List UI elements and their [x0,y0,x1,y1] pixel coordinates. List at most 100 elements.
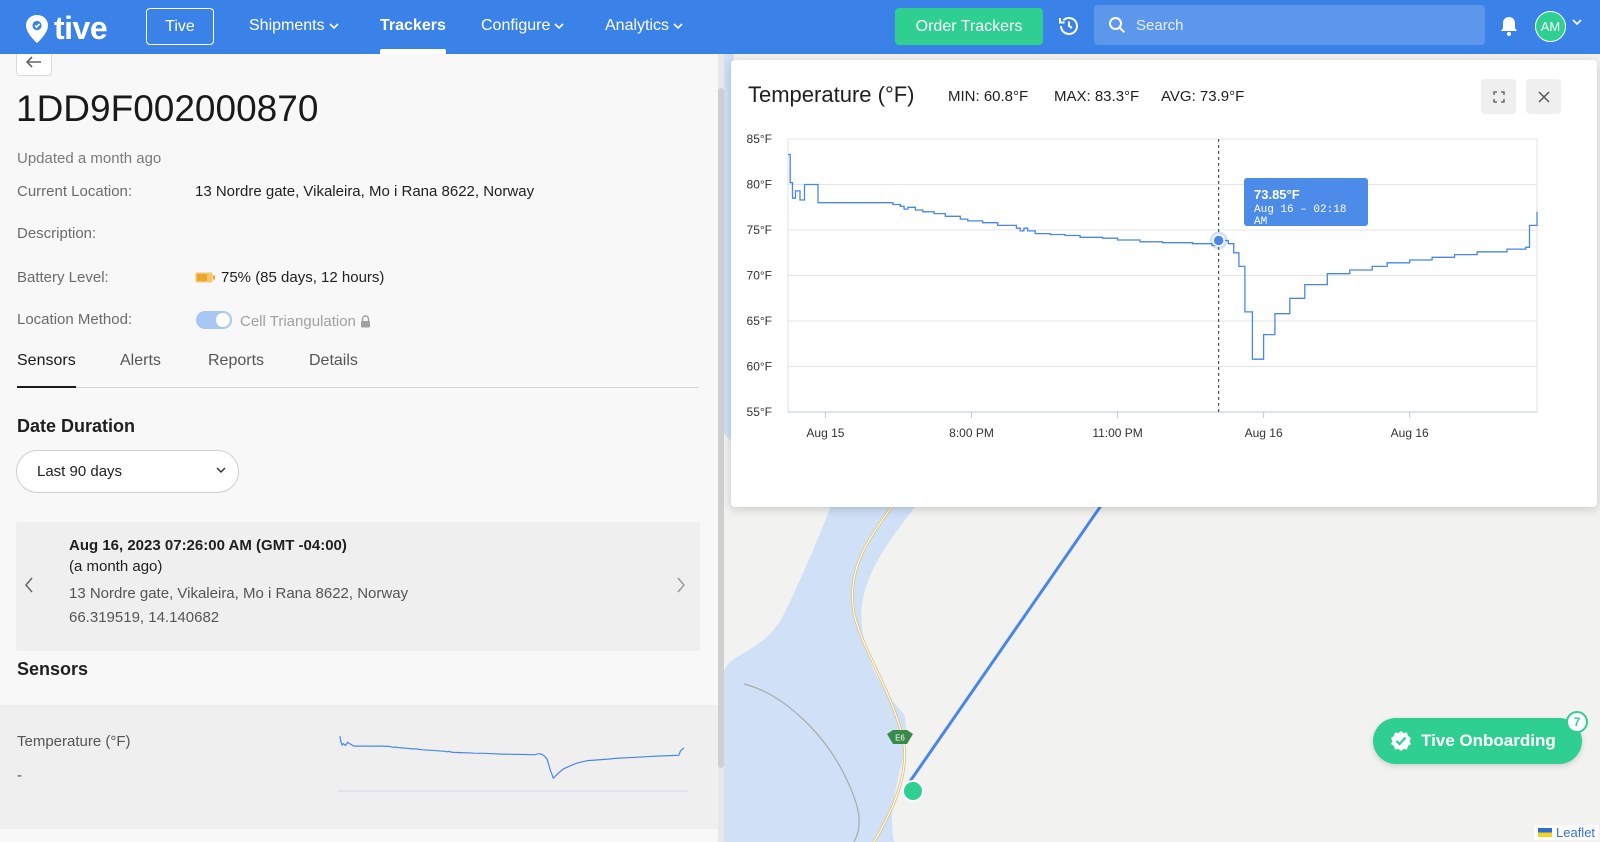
location-history-card: Aug 16, 2023 07:26:00 AM (GMT -04:00) (a… [16,522,700,651]
tracker-detail-panel: 1DD9F002000870 Updated a month ago Curre… [0,54,718,842]
sensor-name: Temperature (°F) [17,733,131,750]
search-bar[interactable] [1094,5,1485,45]
tive-logo[interactable]: tive [24,10,108,47]
chevron-right-icon [677,577,685,593]
y-tick-label: 75°F [747,223,772,237]
temperature-chart-panel: Temperature (°F) MIN: 60.8°F MAX: 83.3°F… [731,60,1597,507]
nav-configure[interactable]: Configure [481,17,564,35]
tab-sensors[interactable]: Sensors [17,352,76,388]
expand-icon [1492,90,1505,103]
date-duration-select[interactable]: Last 90 days [16,450,239,493]
tab-alerts[interactable]: Alerts [120,352,161,369]
y-tick-label: 55°F [747,405,772,419]
search-icon [1109,17,1126,34]
svg-text:E6: E6 [895,734,905,743]
x-tick-label: 11:00 PM [1092,426,1142,440]
x-tick-label: Aug 16 [1391,426,1429,440]
nav-trackers-label: Trackers [380,17,446,34]
border-line [743,683,860,842]
tooltip-time: Aug 16 – 02:18 AM [1254,204,1347,228]
onboarding-label: Tive Onboarding [1421,731,1556,750]
location-method-toggle[interactable] [196,311,232,329]
org-selector-button[interactable]: Tive [146,8,214,45]
close-button[interactable] [1526,79,1561,114]
x-axis-ticks: Aug 15 8:00 PM 11:00 PM Aug 16 Aug 16 [806,412,1429,440]
location-coordinates: 66.319519, 14.140682 [69,609,220,626]
y-axis-ticks: 55°F 60°F 65°F 70°F 75°F 80°F 85°F [747,132,772,419]
chart-title: Temperature (°F) [748,82,915,107]
nav-analytics[interactable]: Analytics [605,17,683,35]
temperature-chart[interactable]: 55°F 60°F 65°F 70°F 75°F 80°F 85°F Aug 15 8:00 … [731,60,1597,507]
nav-shipments[interactable]: Shipments [249,17,339,35]
leaflet-link: Leaflet [1556,825,1596,840]
chevron-left-icon [25,577,33,593]
stat-min: MIN: 60.8°F [948,88,1029,105]
arrow-left-icon [26,56,41,68]
check-badge-icon [1391,731,1411,751]
tab-details[interactable]: Details [309,352,358,369]
y-tick-label: 80°F [747,178,772,192]
history-icon[interactable] [1056,13,1082,44]
road-shield-e6: E6 [887,730,913,744]
nav-analytics-label: Analytics [605,17,670,34]
order-trackers-button[interactable]: Order Trackers [895,8,1043,45]
nav-shipments-label: Shipments [249,17,325,34]
location-method-text: Cell Triangulation [240,313,356,330]
chevron-down-icon [554,22,564,29]
location-pin-icon [26,14,48,43]
x-tick-label: 8:00 PM [949,426,994,440]
date-duration-title: Date Duration [17,416,136,436]
battery-value: 75% (85 days, 12 hours) [195,269,384,286]
stat-avg: AVG: 73.9°F [1161,88,1245,105]
onboarding-button[interactable]: Tive Onboarding [1373,718,1582,764]
y-tick-label: 60°F [747,360,772,374]
y-tick-label: 70°F [747,269,772,283]
bell-icon[interactable] [1499,15,1519,42]
logo-text: tive [54,10,108,46]
location-method-label: Location Method: [17,311,133,328]
battery-label: Battery Level: [17,269,109,286]
location-timestamp: Aug 16, 2023 07:26:00 AM (GMT -04:00) [69,537,347,554]
ukraine-flag-icon [1538,828,1552,837]
sensor-value: - [17,767,22,784]
location-address: 13 Nordre gate, Vikaleira, Mo i Rana 862… [69,585,409,602]
sparkline-path [339,736,685,780]
close-icon [1537,90,1550,103]
y-tick-label: 65°F [747,314,772,328]
back-button[interactable] [16,54,52,76]
stat-max: MAX: 83.3°F [1054,88,1140,105]
location-relative-time: (a month ago) [69,558,163,575]
tracker-id-title: 1DD9F002000870 [16,88,319,129]
nav-configure-label: Configure [481,17,551,34]
chart-tooltip: 73.85°F Aug 16 – 02:18 AM [1244,178,1368,228]
panel-scrollbar[interactable] [718,88,724,768]
current-location-label: Current Location: [17,183,133,200]
x-tick-label: Aug 15 [806,426,844,440]
temperature-sparkline[interactable] [338,725,688,795]
location-marker [902,780,924,802]
chevron-down-icon [329,22,339,29]
chevron-down-icon[interactable] [1572,19,1582,26]
detail-tabs: Sensors Alerts Reports Details [17,352,699,388]
onboarding-count-badge: 7 [1566,711,1588,733]
leaflet-attribution[interactable]: Leaflet [1534,825,1600,840]
previous-location-button[interactable] [24,577,34,598]
top-navbar: tive Tive Shipments Trackers Configure A… [0,0,1600,54]
user-avatar[interactable]: AM [1535,11,1566,42]
battery-icon [195,272,215,283]
search-input[interactable] [1136,16,1456,34]
road-e6-outline [852,473,915,842]
temperature-sensor-card[interactable]: Temperature (°F) - [0,705,718,829]
battery-text: 75% (85 days, 12 hours) [221,269,385,286]
chart-grid [787,138,1538,413]
next-location-button[interactable] [676,577,686,598]
active-tab-indicator [380,49,446,54]
tab-reports[interactable]: Reports [208,352,265,369]
nav-trackers[interactable]: Trackers [380,17,446,35]
temperature-series-line [788,153,1538,360]
fjord-water [724,474,924,842]
chevron-down-icon [673,22,683,29]
chevron-down-icon [216,467,226,474]
lock-icon [360,315,370,328]
expand-button[interactable] [1481,79,1516,114]
